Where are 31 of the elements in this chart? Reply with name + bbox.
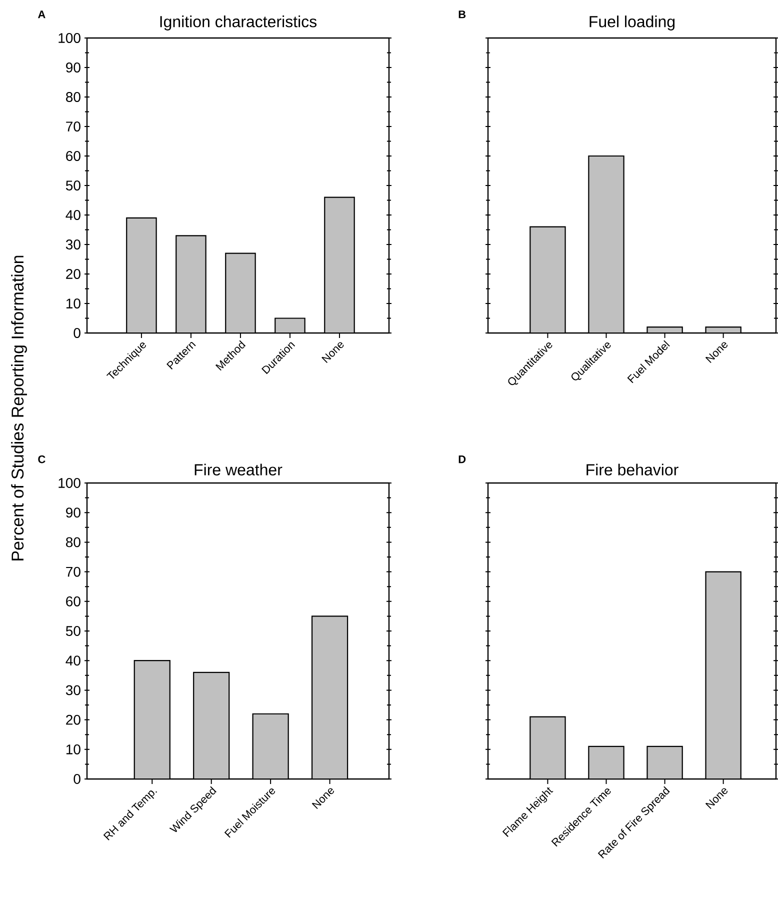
y-tick-label: 0 bbox=[74, 774, 80, 784]
y-tick-label: 100 bbox=[58, 478, 80, 488]
y-tick-label: 40 bbox=[66, 210, 80, 220]
chart-title: Ignition characteristics bbox=[160, 16, 317, 30]
y-tick-label: 80 bbox=[66, 92, 80, 102]
chart-title: Fuel loading bbox=[590, 16, 675, 30]
y-tick-label: 60 bbox=[66, 596, 80, 606]
y-tick-label: 90 bbox=[66, 508, 80, 518]
chart-title: Fire behavior bbox=[586, 464, 678, 476]
y-tick-label: 80 bbox=[66, 537, 80, 548]
text: A bbox=[38, 10, 46, 18]
y-tick-label: 60 bbox=[66, 151, 80, 161]
y-tick-label: 50 bbox=[66, 626, 80, 636]
y-tick-label: 100 bbox=[58, 33, 80, 43]
y-tick-label: 70 bbox=[66, 566, 80, 577]
y-tick-label: 10 bbox=[66, 744, 80, 754]
y-tick-label: 0 bbox=[74, 328, 80, 338]
y-tick-label: 30 bbox=[66, 240, 80, 250]
y-tick-label: 40 bbox=[66, 656, 80, 666]
y-tick-label: 70 bbox=[66, 122, 80, 132]
y-tick-label: 20 bbox=[66, 714, 80, 725]
y-tick-label: 20 bbox=[66, 269, 80, 279]
y-tick-label: 10 bbox=[66, 298, 80, 308]
text: C bbox=[38, 455, 46, 464]
chart-title: Fire weather bbox=[194, 464, 282, 476]
text: B bbox=[458, 10, 466, 18]
text: D bbox=[458, 456, 466, 464]
y-tick-label: 90 bbox=[66, 62, 80, 72]
y-tick-label: 50 bbox=[66, 180, 80, 190]
y-tick-label: 30 bbox=[66, 685, 80, 696]
y-axis-title: Percent of Studies Reporting Information bbox=[11, 256, 27, 560]
